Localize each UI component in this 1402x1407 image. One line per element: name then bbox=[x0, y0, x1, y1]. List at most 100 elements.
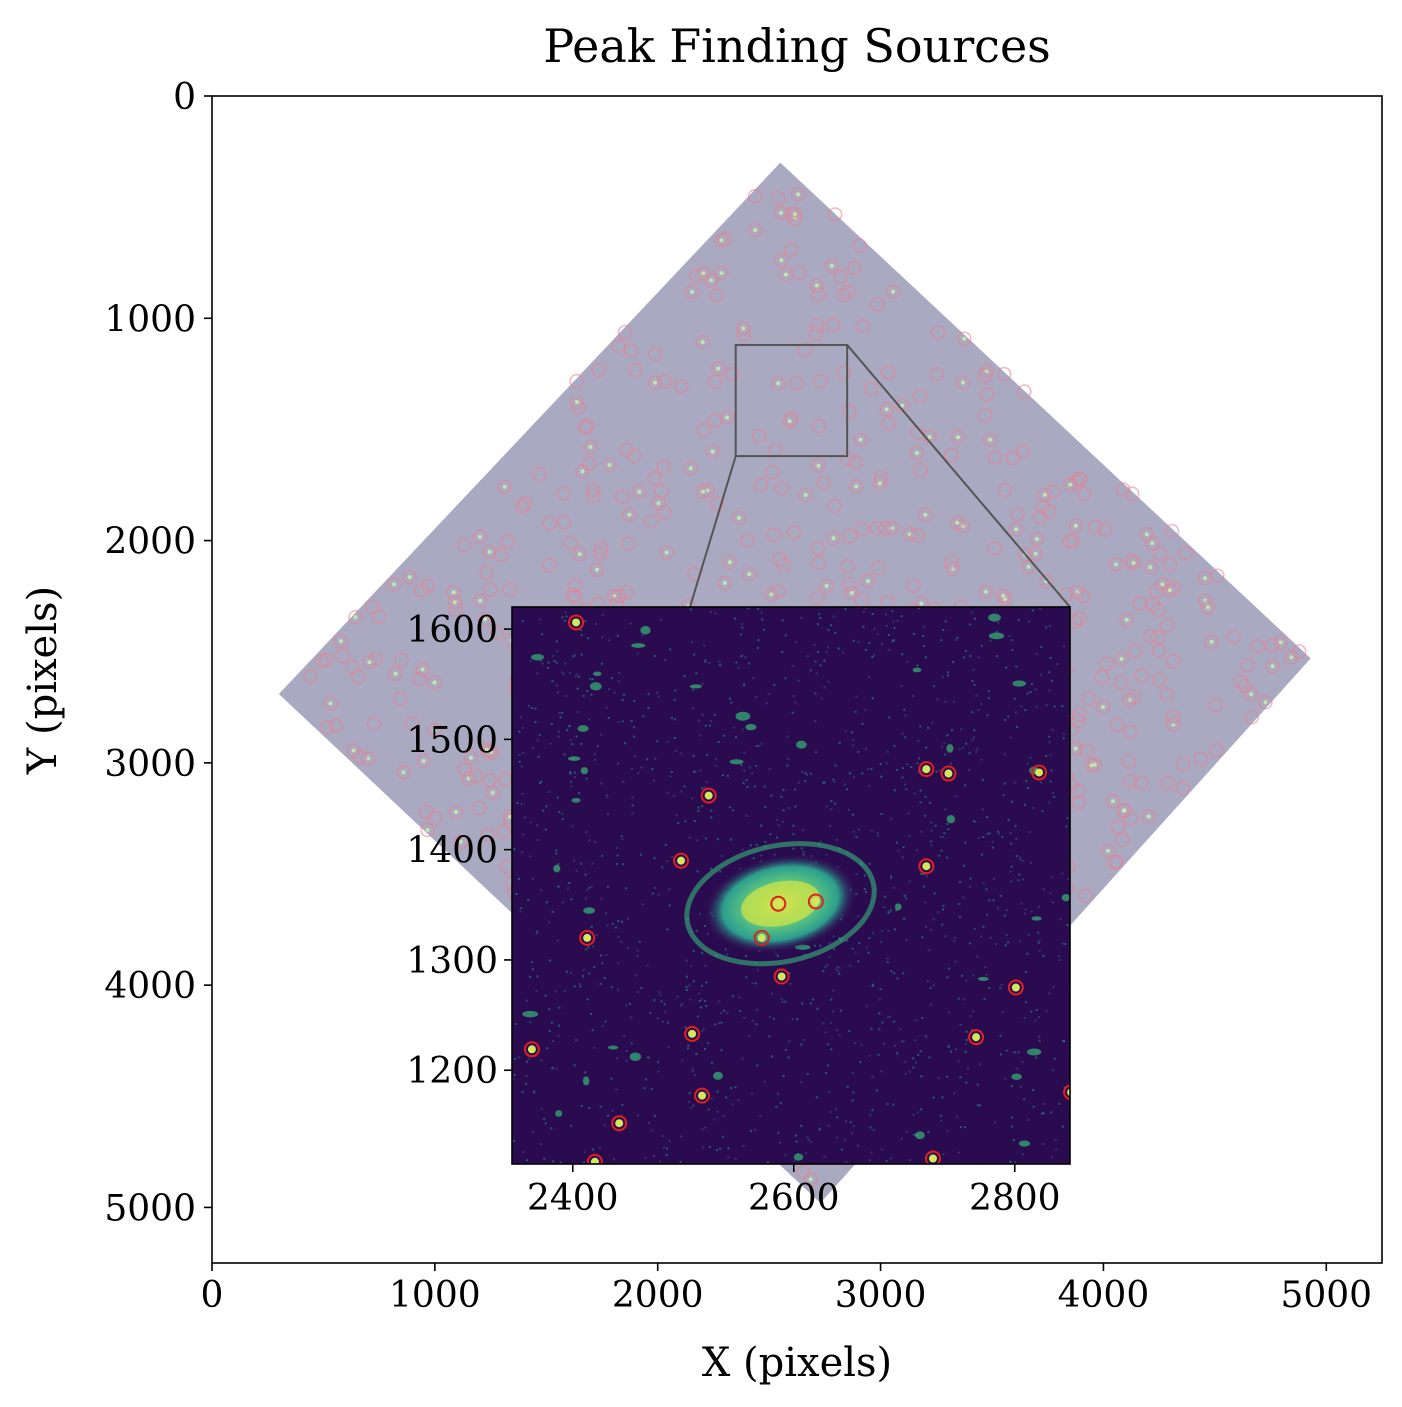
inset-y-tick-label: 1500 bbox=[406, 720, 498, 761]
noise-pixel bbox=[917, 740, 920, 743]
noise-pixel bbox=[559, 716, 562, 719]
noise-pixel bbox=[616, 1057, 618, 1060]
noise-pixel bbox=[845, 1161, 848, 1164]
noise-pixel bbox=[692, 754, 695, 757]
noise-pixel bbox=[920, 873, 923, 875]
noise-pixel bbox=[938, 769, 941, 772]
source-marker bbox=[1095, 699, 1111, 715]
noise-pixel bbox=[894, 1044, 896, 1047]
noise-pixel bbox=[999, 987, 1002, 990]
source-marker bbox=[453, 834, 469, 850]
noise-pixel bbox=[922, 885, 925, 888]
noise-pixel bbox=[845, 1120, 847, 1122]
noise-pixel bbox=[729, 838, 732, 841]
noise-pixel bbox=[1009, 1160, 1012, 1163]
noise-pixel bbox=[696, 839, 699, 842]
noise-pixel bbox=[793, 1159, 796, 1162]
noise-pixel bbox=[738, 996, 741, 999]
inset-star bbox=[590, 1157, 599, 1164]
source-marker bbox=[1121, 754, 1137, 769]
faint-object bbox=[735, 711, 751, 721]
noise-pixel bbox=[819, 664, 822, 667]
noise-pixel bbox=[899, 1027, 902, 1030]
noise-pixel bbox=[704, 660, 707, 663]
noise-pixel bbox=[671, 856, 674, 858]
noise-pixel bbox=[556, 939, 559, 942]
noise-pixel bbox=[548, 959, 551, 962]
noise-pixel bbox=[949, 762, 952, 765]
source-marker bbox=[997, 482, 1013, 498]
noise-pixel bbox=[760, 824, 763, 827]
noise-pixel bbox=[668, 1140, 671, 1142]
noise-pixel bbox=[868, 937, 871, 940]
noise-pixel bbox=[525, 1082, 528, 1085]
noise-pixel bbox=[758, 744, 761, 747]
source-marker bbox=[1159, 617, 1175, 633]
noise-pixel bbox=[763, 785, 766, 788]
noise-pixel bbox=[878, 1012, 881, 1015]
noise-pixel bbox=[873, 627, 876, 630]
noise-pixel bbox=[531, 968, 534, 971]
noise-pixel bbox=[563, 619, 566, 622]
noise-pixel bbox=[900, 615, 903, 618]
noise-pixel bbox=[797, 679, 800, 682]
noise-pixel bbox=[531, 878, 534, 881]
noise-pixel bbox=[675, 814, 678, 817]
noise-pixel bbox=[901, 732, 904, 735]
noise-pixel bbox=[859, 1061, 862, 1064]
noise-pixel bbox=[845, 788, 848, 791]
source-marker bbox=[790, 187, 806, 202]
noise-pixel bbox=[594, 622, 597, 625]
noise-pixel bbox=[833, 948, 835, 950]
noise-pixel bbox=[817, 623, 819, 626]
inset-x-tick-label: 2800 bbox=[969, 1178, 1061, 1219]
noise-pixel bbox=[876, 834, 879, 837]
noise-pixel bbox=[668, 888, 671, 891]
source-marker bbox=[1081, 691, 1096, 706]
noise-pixel bbox=[558, 711, 561, 714]
noise-pixel bbox=[588, 886, 591, 889]
noise-pixel bbox=[513, 1073, 516, 1076]
noise-pixel bbox=[548, 1030, 551, 1033]
noise-pixel bbox=[881, 1021, 884, 1024]
noise-pixel bbox=[1061, 705, 1064, 708]
noise-pixel bbox=[801, 1002, 804, 1005]
noise-pixel bbox=[852, 830, 855, 833]
noise-pixel bbox=[555, 1067, 558, 1070]
source-marker bbox=[739, 533, 755, 549]
noise-pixel bbox=[585, 948, 588, 951]
noise-pixel bbox=[817, 651, 820, 654]
noise-pixel bbox=[958, 1151, 960, 1154]
noise-pixel bbox=[991, 840, 994, 843]
noise-pixel bbox=[882, 1042, 885, 1045]
noise-pixel bbox=[950, 729, 953, 732]
noise-pixel bbox=[876, 633, 879, 636]
source-marker bbox=[656, 459, 672, 475]
noise-pixel bbox=[838, 966, 841, 969]
noise-pixel bbox=[781, 651, 784, 654]
noise-pixel bbox=[588, 839, 591, 842]
noise-pixel bbox=[942, 629, 945, 631]
source-star bbox=[351, 748, 356, 753]
noise-pixel bbox=[791, 711, 794, 714]
noise-pixel bbox=[743, 684, 746, 687]
source-star bbox=[478, 534, 482, 539]
noise-pixel bbox=[701, 952, 704, 955]
source-marker bbox=[870, 296, 885, 312]
noise-pixel bbox=[892, 620, 895, 623]
noise-pixel bbox=[591, 862, 594, 865]
noise-pixel bbox=[601, 1025, 604, 1028]
noise-pixel bbox=[615, 846, 618, 849]
noise-pixel bbox=[566, 887, 569, 890]
noise-pixel bbox=[1020, 705, 1023, 708]
source-star bbox=[1270, 664, 1275, 669]
inset-source-marker bbox=[924, 1150, 941, 1164]
noise-pixel bbox=[784, 677, 787, 680]
noise-pixel bbox=[1032, 1089, 1035, 1092]
source-marker bbox=[1264, 638, 1280, 653]
noise-pixel bbox=[827, 646, 830, 649]
source-star bbox=[1001, 593, 1006, 598]
noise-pixel bbox=[844, 608, 847, 610]
noise-pixel bbox=[976, 1104, 979, 1107]
source-marker bbox=[1244, 709, 1260, 725]
